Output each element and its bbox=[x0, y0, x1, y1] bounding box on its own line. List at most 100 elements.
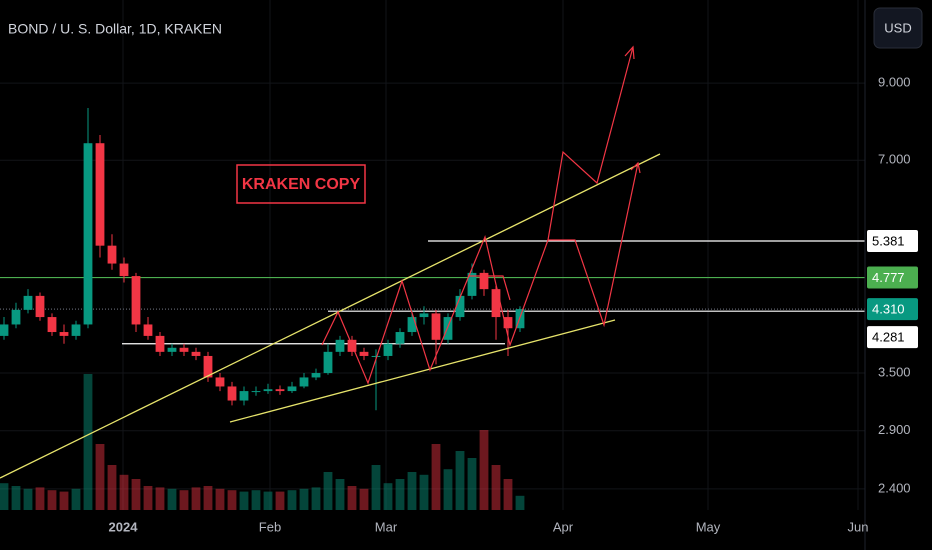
y-tick-label: 2.400 bbox=[878, 480, 911, 495]
candle-body bbox=[455, 295, 465, 318]
volume-bar bbox=[491, 465, 501, 510]
volume-layer bbox=[0, 374, 525, 510]
volume-bar bbox=[443, 469, 453, 510]
currency-button[interactable] bbox=[873, 7, 923, 49]
y-tick-label: 9.000 bbox=[878, 75, 911, 90]
volume-bar bbox=[275, 491, 285, 510]
x-tick-label: Jun bbox=[848, 519, 869, 534]
arrow-head bbox=[624, 45, 635, 60]
candle-body bbox=[467, 272, 477, 296]
volume-bar bbox=[131, 479, 141, 510]
candles-layer bbox=[0, 107, 525, 411]
volume-bar bbox=[23, 488, 33, 510]
volume-bar bbox=[203, 486, 213, 510]
candle-body bbox=[107, 245, 117, 264]
candle-body bbox=[239, 391, 249, 401]
volume-bar bbox=[419, 474, 429, 510]
volume-bar bbox=[167, 488, 177, 510]
candle-body bbox=[95, 143, 105, 246]
volume-bar bbox=[299, 488, 309, 510]
trend-line-upper bbox=[0, 153, 661, 479]
projection-path-small bbox=[468, 275, 511, 301]
candle-body bbox=[227, 386, 237, 401]
volume-bar bbox=[467, 458, 477, 510]
candle-body bbox=[179, 347, 189, 352]
price-label: 4.310 bbox=[872, 302, 905, 317]
candle-body bbox=[371, 355, 381, 357]
candle-body bbox=[23, 295, 33, 310]
projection-path bbox=[321, 46, 634, 385]
volume-bar bbox=[335, 479, 345, 510]
volume-bar bbox=[515, 495, 525, 510]
candle-body bbox=[191, 351, 201, 356]
candle-body bbox=[263, 389, 273, 392]
candle-body bbox=[167, 347, 177, 352]
trend-line-lower bbox=[229, 319, 616, 423]
axis-layer: 9.000 7.000 3.500 2.900 2.400 2024 Feb Mar Apr Ma… bbox=[109, 75, 918, 534]
candle-body bbox=[323, 351, 333, 374]
volume-bar bbox=[95, 444, 105, 510]
volume-bar bbox=[347, 486, 357, 510]
volume-bar bbox=[431, 444, 441, 510]
projection-path-alt bbox=[548, 162, 639, 328]
volume-bar bbox=[179, 490, 189, 510]
arrow-head bbox=[630, 161, 641, 174]
volume-bar bbox=[395, 479, 405, 510]
currency-label[interactable]: USD bbox=[884, 20, 911, 35]
candle-body bbox=[395, 332, 405, 344]
price-label-box bbox=[867, 266, 918, 289]
price-label-box bbox=[867, 230, 918, 253]
candle-body bbox=[431, 313, 441, 340]
candle-body bbox=[35, 295, 45, 318]
x-tick-label: Mar bbox=[375, 519, 398, 534]
volume-bar bbox=[383, 483, 393, 510]
candle-body bbox=[71, 324, 81, 336]
annotation-box bbox=[236, 164, 366, 204]
volume-bar bbox=[71, 488, 81, 510]
candle-body bbox=[59, 332, 69, 336]
price-label: 4.777 bbox=[872, 270, 905, 285]
candle-body bbox=[503, 317, 513, 329]
candle-body bbox=[383, 343, 393, 356]
price-label-box bbox=[867, 298, 918, 321]
volume-bar bbox=[143, 486, 153, 510]
candle-body bbox=[359, 351, 369, 356]
volume-bar bbox=[83, 374, 93, 510]
volume-bar bbox=[407, 472, 417, 510]
volume-bar bbox=[215, 488, 225, 510]
volume-bar bbox=[287, 490, 297, 510]
candle-body bbox=[299, 377, 309, 387]
volume-bar bbox=[11, 486, 21, 510]
price-label: 5.381 bbox=[872, 233, 905, 248]
volume-bar bbox=[311, 487, 321, 510]
candle-body bbox=[155, 335, 165, 352]
x-tick-label: 2024 bbox=[109, 519, 139, 534]
volume-bar bbox=[47, 490, 57, 510]
candle-body bbox=[491, 289, 501, 318]
x-tick-label: May bbox=[696, 519, 721, 534]
chart-title: BOND / U. S. Dollar, 1D, KRAKEN bbox=[8, 21, 222, 37]
candle-body bbox=[311, 373, 321, 378]
candle-body bbox=[131, 276, 141, 325]
candle-body bbox=[407, 317, 417, 333]
volume-bar bbox=[35, 487, 45, 510]
y-tick-label: 2.900 bbox=[878, 422, 911, 437]
candle-body bbox=[251, 391, 261, 393]
candle-body bbox=[443, 317, 453, 340]
candle-body bbox=[143, 324, 153, 336]
volume-bar bbox=[107, 465, 117, 510]
candle-body bbox=[275, 389, 285, 392]
volume-bar bbox=[263, 491, 273, 510]
price-label-box bbox=[867, 326, 918, 349]
candle-body bbox=[0, 324, 9, 336]
annotation: KRAKEN COPY bbox=[242, 176, 361, 193]
volume-bar bbox=[503, 479, 513, 510]
price-label: 4.281 bbox=[872, 330, 905, 345]
volume-bar bbox=[479, 430, 489, 510]
y-tick-label: 3.500 bbox=[878, 364, 911, 379]
volume-bar bbox=[59, 491, 69, 510]
candle-body bbox=[47, 317, 57, 333]
candle-body bbox=[215, 377, 225, 387]
